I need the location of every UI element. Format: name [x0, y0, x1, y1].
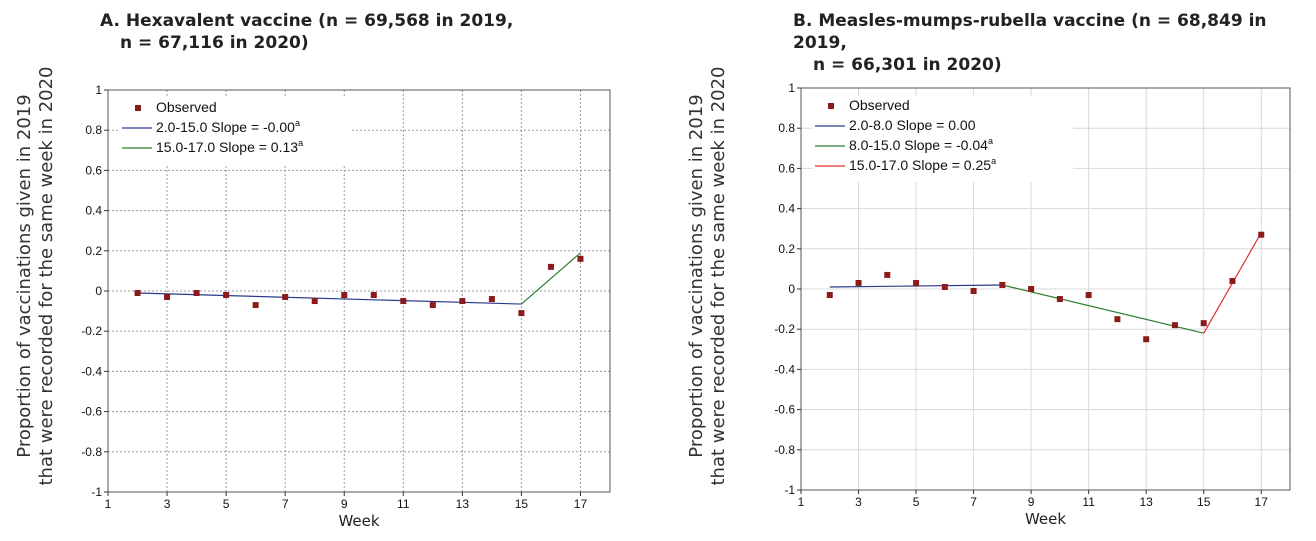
legend-marker-observed — [828, 103, 834, 109]
panel-mmr: B. Measles-mumps-rubella vaccine (n = 68… — [658, 0, 1316, 541]
x-tick-label: 5 — [223, 497, 230, 511]
y-tick-label: -0.2 — [81, 324, 102, 338]
observed-point — [826, 292, 833, 299]
x-tick-label: 15 — [515, 497, 529, 511]
observed-point — [970, 288, 977, 295]
observed-point — [855, 279, 862, 286]
x-axis-label: Week — [1025, 510, 1066, 528]
y-tick-label: -0.6 — [81, 405, 102, 419]
trend-segment — [1002, 284, 1204, 334]
x-tick-label: 17 — [574, 497, 588, 511]
legend-label-observed: Observed — [156, 99, 217, 115]
y-tick-label: -1 — [784, 483, 795, 497]
observed-point — [1229, 277, 1236, 284]
observed-point — [1171, 322, 1178, 329]
trend-segment — [521, 252, 581, 305]
x-tick-label: 11 — [1082, 495, 1095, 509]
observed-point — [913, 279, 920, 286]
x-tick-label: 15 — [1197, 495, 1211, 509]
legend-label-observed: Observed — [849, 97, 910, 113]
x-tick-label: 17 — [1255, 495, 1269, 509]
y-tick-label: -0.6 — [774, 403, 795, 417]
y-tick-label: -0.8 — [774, 443, 795, 457]
observed-point — [577, 255, 584, 262]
x-tick-label: 13 — [456, 497, 470, 511]
legend-label: 8.0-15.0 Slope = -0.04a — [849, 136, 993, 153]
x-tick-label: 5 — [913, 495, 920, 509]
observed-point — [370, 292, 377, 299]
y-tick-label: 0.8 — [778, 121, 795, 135]
observed-point — [134, 290, 141, 297]
trend-segment — [137, 292, 522, 305]
x-tick-label: 9 — [1028, 495, 1035, 509]
observed-point — [488, 296, 495, 303]
y-tick-label: 0.2 — [85, 244, 102, 258]
x-tick-label: 1 — [105, 497, 112, 511]
x-tick-label: 13 — [1139, 495, 1153, 509]
chart-title-line2: n = 66,301 in 2020) — [813, 55, 1002, 75]
observed-point — [1056, 296, 1063, 303]
observed-point — [223, 292, 230, 299]
y-tick-label: -0.2 — [774, 322, 795, 336]
y-tick-label: 0 — [95, 284, 102, 298]
observed-point — [193, 290, 200, 297]
chart-title-line2: n = 67,116 in 2020) — [120, 33, 309, 53]
observed-point — [547, 263, 554, 270]
observed-point — [341, 292, 348, 299]
x-tick-label: 3 — [164, 497, 171, 511]
y-tick-label: 0.6 — [778, 161, 795, 175]
y-tick-label: -0.4 — [81, 364, 102, 378]
y-tick-label: 0.6 — [85, 163, 102, 177]
observed-point — [400, 298, 407, 305]
observed-point — [252, 302, 259, 309]
observed-point — [1258, 231, 1265, 238]
observed-point — [1028, 286, 1035, 292]
y-tick-label: 0.4 — [85, 204, 102, 218]
observed-point — [999, 281, 1006, 288]
observed-point — [941, 283, 948, 290]
chart-hexavalent: -1-0.8-0.6-0.4-0.200.20.40.60.811 3 5 7 9 11 1… — [81, 83, 611, 530]
chart-title-line1: B. Measles-mumps-rubella vaccine (n = 68… — [793, 11, 1267, 53]
x-tick-label: 1 — [798, 495, 805, 509]
y-tick-label: -1 — [91, 485, 102, 499]
legend-label: 2.0-15.0 Slope = -0.00a — [156, 118, 300, 135]
observed-point — [459, 298, 466, 305]
observed-point — [1200, 320, 1207, 327]
y-tick-label: 0.4 — [778, 202, 795, 216]
y-tick-label: 1 — [788, 81, 795, 95]
legend-box — [120, 98, 352, 164]
observed-point — [518, 310, 525, 317]
trend-segment — [829, 284, 1003, 288]
observed-point — [311, 298, 318, 305]
y-tick-label: 1 — [95, 83, 102, 97]
observed-point — [1085, 292, 1092, 299]
observed-point — [884, 271, 891, 278]
y-tick-label: 0 — [788, 282, 795, 296]
chart-mmr: -1-0.8-0.6-0.4-0.200.20.40.60.811 3 5 7 9 11 1… — [774, 81, 1291, 528]
x-tick-label: 7 — [970, 495, 977, 509]
y-tick-label: -0.8 — [81, 445, 102, 459]
observed-point — [164, 294, 171, 301]
panel-hexavalent: A. Hexavalent vaccine (n = 69,568 in 201… — [14, 10, 611, 530]
observed-point — [1114, 316, 1121, 323]
x-tick-label: 11 — [397, 497, 410, 511]
chart-title: A. Hexavalent vaccine (n = 69,568 in 201… — [100, 10, 513, 54]
legend-label: 2.0-8.0 Slope = 0.00 — [849, 117, 976, 133]
legend-marker-observed — [135, 105, 141, 111]
observed-point — [429, 302, 436, 309]
y-tick-label: -0.4 — [774, 362, 795, 376]
legend-label: 15.0-17.0 Slope = 0.25a — [849, 156, 996, 173]
x-tick-label: 7 — [282, 497, 289, 511]
x-tick-label: 3 — [855, 495, 862, 509]
observed-point — [282, 294, 289, 301]
y-tick-label: 0.8 — [85, 123, 102, 137]
legend-label: 15.0-17.0 Slope = 0.13a — [156, 138, 303, 155]
legend-box — [813, 96, 1073, 182]
chart-title: B. Measles-mumps-rubella vaccine (n = 68… — [793, 10, 1316, 76]
y-tick-label: 0.2 — [778, 242, 795, 256]
x-axis-label: Week — [338, 512, 379, 530]
observed-point — [1143, 336, 1150, 343]
chart-title-line1: A. Hexavalent vaccine (n = 69,568 in 201… — [100, 11, 514, 31]
x-tick-label: 9 — [341, 497, 348, 511]
